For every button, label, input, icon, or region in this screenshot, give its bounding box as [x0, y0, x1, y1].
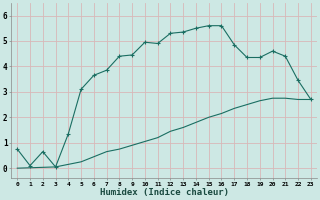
X-axis label: Humidex (Indice chaleur): Humidex (Indice chaleur): [100, 188, 228, 197]
